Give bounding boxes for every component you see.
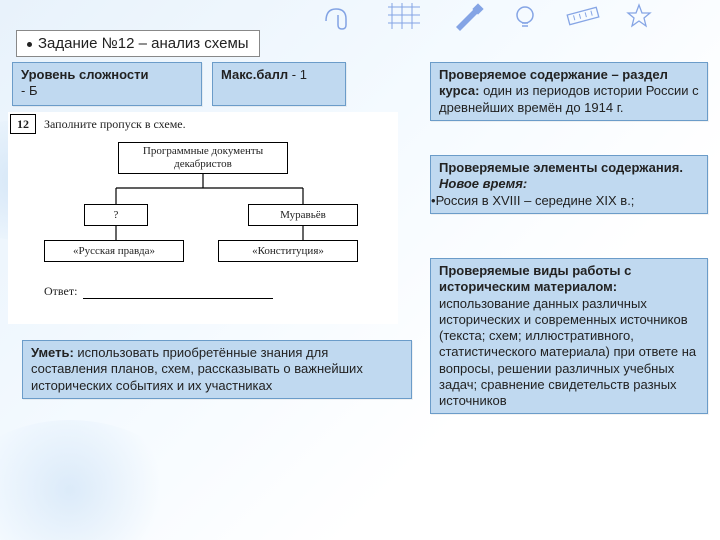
- lightbulb-icon: [510, 3, 540, 31]
- answer-label: Ответ:: [44, 284, 77, 299]
- difficulty-label: Уровень сложности: [21, 67, 149, 82]
- schema-figure: 12 Заполните пропуск в схеме. Программны…: [8, 112, 398, 324]
- max-score-box: Макс.балл - 1: [212, 62, 346, 106]
- elements-italic: Новое время:: [439, 176, 527, 191]
- max-score-label: Макс.балл: [221, 67, 288, 82]
- elements-bold: Проверяемые элементы содержания.: [439, 160, 683, 175]
- header-doodles: [0, 0, 720, 34]
- difficulty-box: Уровень сложности - Б: [12, 62, 202, 106]
- work-types-bold: Проверяемые виды работы с историческим м…: [439, 263, 631, 294]
- ruler-icon: [566, 3, 600, 31]
- max-score-value: - 1: [292, 67, 307, 82]
- difficulty-value: - Б: [21, 83, 37, 98]
- task-title-text: Задание №12 – анализ схемы: [38, 35, 249, 52]
- grid-icon: [386, 3, 426, 31]
- skills-rest: использовать приобретённые знания для со…: [31, 345, 363, 393]
- elements-box: Проверяемые элементы содержания. Новое в…: [430, 155, 708, 214]
- answer-row: Ответ:: [44, 284, 273, 299]
- pen-icon: [452, 3, 484, 31]
- paperclip-icon: [320, 3, 360, 31]
- elements-bullet: Россия в XVIII – середине XIX в.;: [436, 193, 635, 208]
- content-check-box: Проверяемое содержание – раздел курса: о…: [430, 62, 708, 121]
- task-title: Задание №12 – анализ схемы: [16, 30, 260, 57]
- schema-connectors: [8, 112, 398, 282]
- skills-box: Уметь: использовать приобретённые знания…: [22, 340, 412, 399]
- star-icon: [626, 3, 652, 31]
- bullet-icon: [27, 42, 32, 47]
- answer-blank[interactable]: [83, 285, 273, 299]
- work-types-box: Проверяемые виды работы с историческим м…: [430, 258, 708, 414]
- work-types-rest: использование данных различных историчес…: [439, 296, 696, 409]
- skills-bold: Уметь:: [31, 345, 74, 360]
